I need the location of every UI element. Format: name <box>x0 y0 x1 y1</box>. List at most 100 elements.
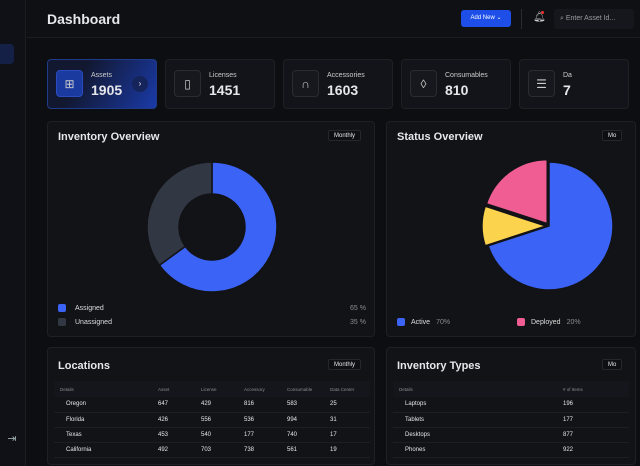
inventory-overview-panel: Inventory Overview Monthly Assigned 65 % … <box>47 121 375 337</box>
inventory-types-table: Details # of Items Laptops 196 Tablets 177 D… <box>393 381 629 458</box>
sidebar-active-item[interactable] <box>0 44 14 64</box>
table-cell: Tablets <box>393 412 563 428</box>
legend-item-unassigned: Unassigned 35 % <box>58 318 366 326</box>
table-cell: 426 <box>158 412 201 428</box>
search-placeholder: Enter Asset Id... <box>565 15 616 22</box>
page-title: Dashboard <box>47 11 121 27</box>
table-cell: Oregon <box>54 397 158 413</box>
period-select[interactable]: Mo <box>602 130 623 141</box>
card-value: 7 <box>563 82 571 98</box>
apps-add-icon: ⊞ <box>56 70 83 97</box>
locations-table: Details Asset License Accessory Consumab… <box>54 381 370 458</box>
card-label: Consumables <box>445 72 488 79</box>
card-label: Accessories <box>327 72 365 79</box>
legend-swatch <box>58 318 66 326</box>
table-cell: Texas <box>54 427 158 443</box>
donut-chart <box>146 161 278 293</box>
table-row[interactable]: Texas 453 540 177 740 17 <box>54 427 370 443</box>
table-cell: 31 <box>330 412 370 428</box>
legend-label: Unassigned <box>75 318 112 326</box>
card-datacenter[interactable]: ☰ Da 7 <box>519 59 629 109</box>
logout-icon[interactable]: ⇥ <box>7 433 17 445</box>
card-label: Licenses <box>209 72 237 79</box>
table-row[interactable]: Florida 426 556 536 994 31 <box>54 412 370 428</box>
table-cell: 583 <box>287 397 330 413</box>
table-cell: California <box>54 442 158 458</box>
card-value: 1603 <box>327 82 359 98</box>
header: Dashboard Add New ⌄ 🔔︎ ⌕ Enter Asset Id.… <box>27 0 640 38</box>
headphones-icon: ∩ <box>292 70 319 97</box>
card-label: Assets <box>91 72 113 79</box>
period-select[interactable]: Mo <box>602 359 623 370</box>
pie-slice-active[interactable] <box>487 161 614 291</box>
legend-swatch <box>397 318 405 326</box>
legend-value: 70% <box>436 318 451 326</box>
table-cell: 740 <box>287 427 330 443</box>
table-row[interactable]: Phones 922 <box>393 442 629 458</box>
legend-swatch <box>517 318 525 326</box>
table-cell: Desktops <box>393 427 563 443</box>
table-row[interactable]: Tablets 177 <box>393 412 629 428</box>
pie-chart <box>481 158 614 291</box>
table-cell: 492 <box>158 442 201 458</box>
legend-label: Assigned <box>75 304 104 312</box>
notification-dot <box>541 11 544 14</box>
table-cell: 877 <box>563 427 629 443</box>
table-cell: 561 <box>287 442 330 458</box>
card-licenses[interactable]: ▯ Licenses 1451 <box>165 59 275 109</box>
column-header: Details <box>393 381 563 397</box>
table-row[interactable]: California 492 703 738 561 19 <box>54 442 370 458</box>
table-header: Details Asset License Accessory Consumab… <box>54 381 370 397</box>
chevron-right-icon[interactable]: › <box>132 76 148 92</box>
add-new-button[interactable]: Add New ⌄ <box>461 10 511 27</box>
period-select[interactable]: Monthly <box>328 130 362 141</box>
column-header: License <box>201 381 244 397</box>
table-cell: 177 <box>563 412 629 428</box>
table-cell: 556 <box>201 412 244 428</box>
column-header: Asset <box>158 381 201 397</box>
table-cell: 453 <box>158 427 201 443</box>
table-cell: 922 <box>563 442 629 458</box>
table-cell: 738 <box>244 442 287 458</box>
pie-slice-unassigned[interactable] <box>146 161 213 267</box>
server-icon: ☰ <box>528 70 555 97</box>
table-cell: 647 <box>158 397 201 413</box>
search-input[interactable]: ⌕ Enter Asset Id... <box>554 9 634 29</box>
legend-item-assigned: Assigned 65 % <box>58 304 366 312</box>
table-cell: 25 <box>330 397 370 413</box>
bell-icon[interactable]: 🔔︎ <box>533 12 546 23</box>
column-header: Accessory <box>244 381 287 397</box>
pie-slice-other[interactable] <box>481 205 549 247</box>
panel-title: Status Overview <box>397 131 483 143</box>
table-cell: Phones <box>393 442 563 458</box>
panel-title: Inventory Types <box>397 360 481 372</box>
table-cell: Laptops <box>393 397 563 413</box>
legend-label: Active <box>411 318 431 326</box>
card-consumables[interactable]: ◊ Consumables 810 <box>401 59 511 109</box>
table-cell: 540 <box>201 427 244 443</box>
card-accessories[interactable]: ∩ Accessories 1603 <box>283 59 393 109</box>
legend-label: Deployed <box>531 318 561 326</box>
table-row[interactable]: Desktops 877 <box>393 427 629 443</box>
card-assets[interactable]: ⊞ Assets 1905 › <box>47 59 157 109</box>
status-overview-panel: Status Overview Mo Active 70% Deployed 20% <box>386 121 636 337</box>
panel-title: Inventory Overview <box>58 131 160 143</box>
table-cell: 994 <box>287 412 330 428</box>
column-header: # of Items <box>563 381 629 397</box>
table-row[interactable]: Laptops 196 <box>393 397 629 413</box>
legend-item-deployed: Deployed 20% <box>517 318 581 326</box>
inventory-types-panel: Inventory Types Mo Details # of Items La… <box>386 347 636 465</box>
pie-slice-deployed[interactable] <box>485 158 548 225</box>
locations-panel: Locations Monthly Details Asset License … <box>47 347 375 465</box>
period-select[interactable]: Monthly <box>328 359 362 370</box>
card-value: 810 <box>445 82 469 98</box>
panel-title: Locations <box>58 360 110 372</box>
table-row[interactable]: Oregon 647 429 816 583 25 <box>54 397 370 413</box>
drop-icon: ◊ <box>410 70 437 97</box>
search-icon: ⌕ <box>560 15 566 22</box>
pie-slice-assigned[interactable] <box>158 161 278 293</box>
table-cell: 177 <box>244 427 287 443</box>
sidebar: ⇥ <box>0 0 26 466</box>
column-header: Details <box>54 381 158 397</box>
card-value: 1905 <box>91 82 123 98</box>
